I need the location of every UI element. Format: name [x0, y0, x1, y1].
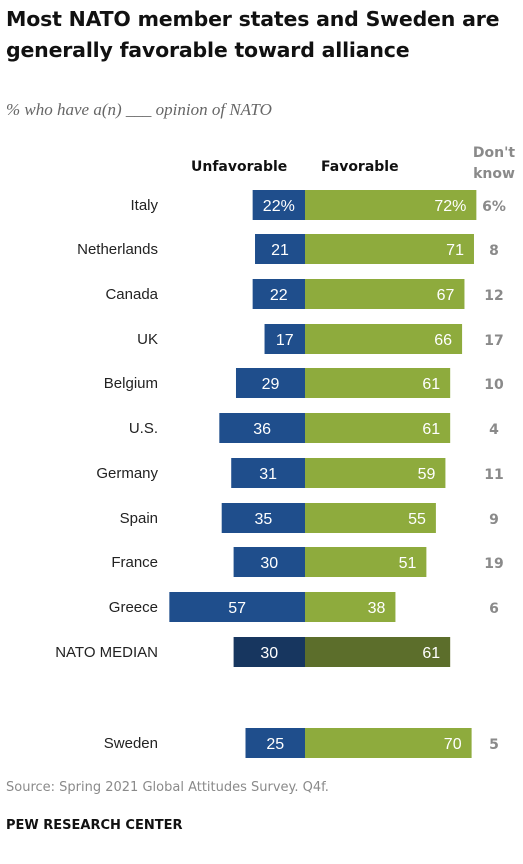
value-label-unfavorable-netherlands: 21 — [271, 242, 289, 259]
value-label-unfavorable-u-s: 36 — [253, 421, 271, 438]
value-label-dont-know-germany: 11 — [484, 467, 503, 483]
chart-title: Most NATO member states and Sweden are g… — [6, 7, 500, 62]
value-label-dont-know-belgium: 10 — [484, 377, 504, 393]
category-label-france: France — [111, 554, 158, 571]
value-label-unfavorable-greece: 57 — [228, 600, 246, 617]
header-favorable: Favorable — [321, 159, 399, 175]
bar-unfavorable-greece — [169, 592, 305, 622]
bar-favorable-uk — [305, 324, 463, 354]
category-label-greece: Greece — [109, 599, 158, 616]
value-label-unfavorable-sweden: 25 — [266, 736, 284, 753]
value-label-unfavorable-france: 30 — [260, 555, 278, 572]
bar-favorable-italy — [305, 190, 477, 220]
value-label-dont-know-uk: 17 — [484, 333, 503, 349]
bar-favorable-netherlands — [305, 234, 474, 264]
category-label-netherlands: Netherlands — [77, 241, 158, 258]
value-label-dont-know-u-s: 4 — [489, 422, 499, 438]
value-label-dont-know-canada: 12 — [484, 288, 503, 304]
bar-favorable-sweden — [305, 728, 472, 758]
value-label-unfavorable-belgium: 29 — [262, 376, 280, 393]
bar-unfavorable-nato-median — [233, 637, 305, 667]
value-label-favorable-belgium: 61 — [422, 376, 440, 393]
bar-favorable-canada — [305, 279, 465, 309]
bar-favorable-belgium — [305, 368, 451, 398]
value-label-dont-know-sweden: 5 — [489, 737, 499, 753]
bar-favorable-spain — [305, 503, 436, 533]
value-label-unfavorable-spain: 35 — [254, 511, 272, 528]
value-label-favorable-france: 51 — [399, 555, 417, 572]
value-label-dont-know-greece: 6 — [489, 601, 499, 617]
bar-unfavorable-netherlands — [255, 234, 305, 264]
value-label-unfavorable-canada: 22 — [270, 287, 288, 304]
category-label-canada: Canada — [105, 286, 158, 303]
chart-subtitle: % who have a(n) ___ opinion of NATO — [6, 100, 272, 119]
category-label-nato-median: NATO MEDIAN — [55, 644, 158, 661]
bar-favorable-france — [305, 547, 427, 577]
value-label-dont-know-spain: 9 — [489, 512, 499, 528]
value-label-dont-know-france: 19 — [484, 556, 503, 572]
category-label-germany: Germany — [96, 465, 158, 482]
category-label-u-s: U.S. — [129, 420, 158, 437]
category-label-belgium: Belgium — [104, 375, 158, 392]
value-label-favorable-canada: 67 — [437, 287, 455, 304]
value-label-favorable-nato-median: 61 — [422, 645, 440, 662]
value-label-favorable-italy: 72% — [434, 198, 466, 215]
category-label-uk: UK — [137, 331, 158, 348]
value-label-favorable-germany: 59 — [418, 466, 436, 483]
value-label-favorable-greece: 38 — [368, 600, 386, 617]
bar-unfavorable-spain — [221, 503, 305, 533]
bar-favorable-greece — [305, 592, 396, 622]
bar-favorable-u-s — [305, 413, 451, 443]
bar-unfavorable-france — [233, 547, 305, 577]
header-dont-know-line2: know — [473, 166, 515, 182]
bar-unfavorable-uk — [264, 324, 305, 354]
value-label-unfavorable-uk: 17 — [276, 332, 294, 349]
brand-logo-text: PEW RESEARCH CENTER — [6, 818, 183, 833]
header-dont-know: Don't know — [466, 143, 522, 185]
bar-favorable-germany — [305, 458, 446, 488]
value-label-favorable-netherlands: 71 — [446, 242, 464, 259]
value-label-favorable-sweden: 70 — [444, 736, 462, 753]
bar-favorable-nato-median — [305, 637, 451, 667]
category-label-sweden: Sweden — [104, 735, 158, 752]
header-dont-know-line1: Don't — [472, 145, 516, 161]
bar-unfavorable-sweden — [245, 728, 305, 758]
bar-unfavorable-germany — [231, 458, 305, 488]
category-label-spain: Spain — [120, 510, 158, 527]
value-label-dont-know-italy: 6% — [482, 199, 506, 215]
value-label-dont-know-netherlands: 8 — [489, 243, 499, 259]
value-label-favorable-uk: 66 — [434, 332, 452, 349]
value-label-unfavorable-germany: 31 — [259, 466, 277, 483]
value-label-unfavorable-italy: 22% — [263, 198, 295, 215]
header-unfavorable: Unfavorable — [191, 159, 288, 175]
bar-unfavorable-canada — [252, 279, 305, 309]
value-label-favorable-spain: 55 — [408, 511, 426, 528]
bar-unfavorable-u-s — [219, 413, 305, 443]
value-label-favorable-u-s: 61 — [422, 421, 440, 438]
value-label-unfavorable-nato-median: 30 — [260, 645, 278, 662]
bar-unfavorable-italy — [252, 190, 305, 220]
category-label-italy: Italy — [130, 197, 158, 214]
source-note: Source: Spring 2021 Global Attitudes Sur… — [6, 780, 329, 795]
bar-unfavorable-belgium — [235, 368, 305, 398]
